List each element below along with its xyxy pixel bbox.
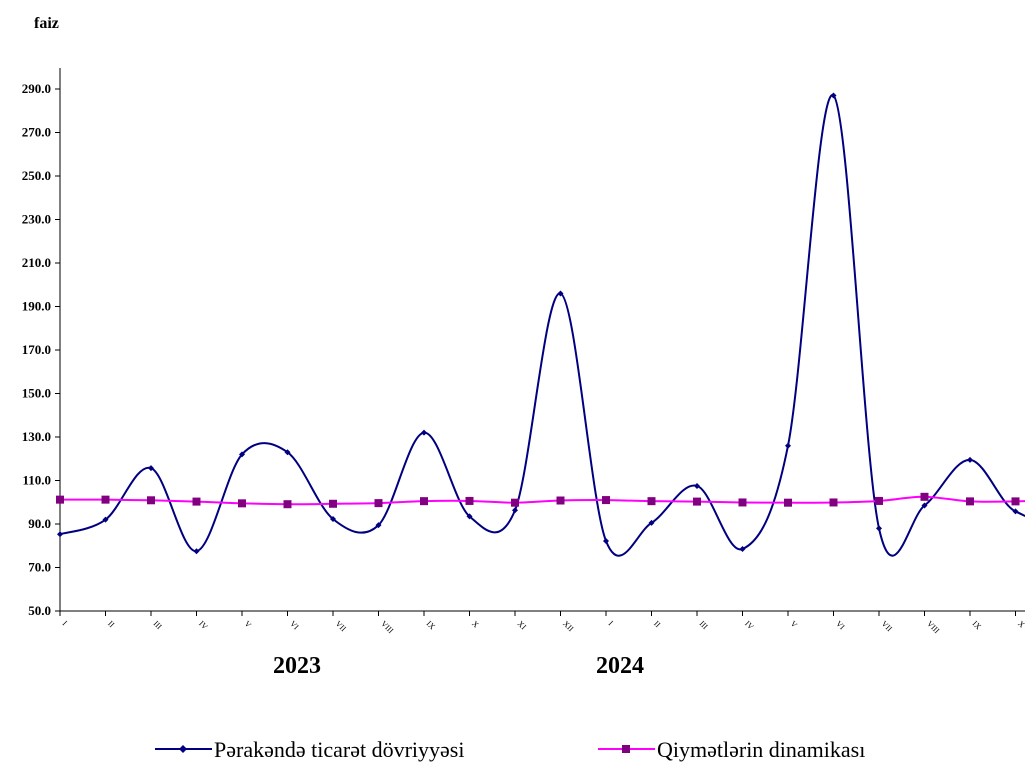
data-point — [876, 525, 882, 532]
x-tick-label: III — [698, 619, 710, 631]
data-point — [921, 502, 928, 509]
x-tick-label: VII — [880, 619, 894, 633]
data-point — [283, 500, 292, 509]
data-point — [1011, 497, 1020, 506]
x-tick-label: IX — [425, 619, 437, 631]
legend: Pərakəndə ticarət dövriyyəsi Qiymətlərin … — [155, 737, 865, 762]
y-tick-label: 170.0 — [22, 342, 51, 357]
data-point — [920, 492, 929, 501]
y-axis-unit-label: faiz — [34, 15, 59, 32]
series-price-dynamics — [56, 492, 1025, 509]
y-axis-ticks: 50.0 70.0 90.0 110.0 130.0 150.0 170.0 190.0 210… — [22, 81, 60, 618]
data-point — [101, 495, 110, 504]
x-tick-label: VI — [834, 619, 847, 632]
series-layer — [56, 92, 1025, 557]
data-point — [512, 507, 518, 514]
legend-label-prices: Qiymətlərin dinamikası — [657, 737, 865, 762]
y-tick-label: 210.0 — [22, 255, 51, 270]
y-tick-label: 110.0 — [22, 473, 51, 488]
data-point — [603, 537, 609, 544]
data-point — [374, 499, 383, 508]
data-point — [602, 496, 610, 505]
x-tick-label: XI — [516, 619, 529, 632]
y-tick-label: 290.0 — [22, 81, 51, 96]
y-tick-label: 190.0 — [22, 299, 51, 314]
data-point — [967, 456, 973, 463]
data-point — [420, 497, 428, 506]
data-point — [648, 519, 655, 526]
y-tick-label: 230.0 — [22, 212, 51, 227]
x-tick-label: IV — [743, 619, 755, 631]
data-point — [147, 496, 155, 505]
y-tick-label: 270.0 — [22, 125, 51, 140]
x-tick-label: VIII — [379, 619, 395, 635]
x-tick-label: V — [789, 619, 800, 630]
x-tick-label: VII — [334, 619, 348, 633]
y-tick-label: 150.0 — [22, 386, 51, 401]
data-point — [102, 516, 109, 523]
data-point — [421, 429, 427, 436]
y-tick-label: 70.0 — [28, 560, 51, 575]
data-point — [511, 498, 519, 507]
data-point — [966, 497, 974, 506]
data-point — [148, 465, 154, 472]
data-point — [830, 92, 837, 99]
data-point — [239, 451, 245, 458]
data-point — [330, 515, 336, 522]
data-point — [694, 482, 700, 489]
data-point — [785, 442, 791, 449]
data-point — [466, 513, 473, 520]
data-point — [784, 498, 792, 507]
data-point — [556, 496, 565, 505]
x-tick-label: II — [106, 619, 116, 629]
x-tick-label: X — [1016, 619, 1025, 630]
series-retail-turnover — [57, 92, 1025, 557]
y-tick-label: 50.0 — [28, 603, 51, 618]
data-point — [57, 531, 63, 538]
data-point — [557, 290, 564, 297]
x-tick-label: II — [652, 619, 662, 629]
x-tick-label: I — [607, 619, 615, 627]
data-point — [693, 497, 701, 506]
y-tick-label: 90.0 — [28, 516, 51, 531]
axes — [59, 68, 1025, 612]
data-point — [739, 546, 746, 553]
x-tick-label: XII — [561, 619, 575, 633]
data-point — [829, 498, 838, 507]
y-tick-label: 250.0 — [22, 168, 51, 183]
x-axis-ticks: I II III IV V VI VII VIII IX X XI XII I II III IV V VI VII… — [59, 611, 1025, 635]
year-label: 2023 — [273, 653, 321, 679]
data-point — [238, 499, 246, 508]
x-tick-label: III — [152, 619, 164, 631]
y-tick-label: 130.0 — [22, 429, 51, 444]
data-point — [329, 499, 337, 508]
data-point — [738, 498, 747, 507]
x-tick-label: X — [470, 619, 481, 630]
data-point — [192, 497, 201, 506]
data-point — [465, 496, 474, 505]
data-point — [56, 495, 64, 504]
series-line — [59, 94, 1025, 557]
x-tick-label: IX — [971, 619, 983, 631]
data-point — [875, 496, 883, 505]
x-tick-label: V — [243, 619, 254, 630]
data-point — [1012, 508, 1019, 515]
legend-marker-retail — [179, 745, 187, 753]
x-tick-label: VIII — [925, 619, 941, 635]
data-point — [284, 449, 291, 456]
legend-marker-prices — [622, 745, 630, 753]
x-tick-label: IV — [197, 619, 209, 631]
x-tick-label: I — [61, 619, 69, 627]
year-labels: 2023 2024 — [273, 653, 644, 679]
legend-label-retail: Pərakəndə ticarət dövriyyəsi — [214, 737, 464, 762]
data-point — [375, 522, 382, 529]
year-label: 2024 — [596, 653, 644, 679]
x-tick-label: VI — [288, 619, 301, 632]
data-point — [647, 497, 656, 506]
data-point — [193, 548, 200, 555]
